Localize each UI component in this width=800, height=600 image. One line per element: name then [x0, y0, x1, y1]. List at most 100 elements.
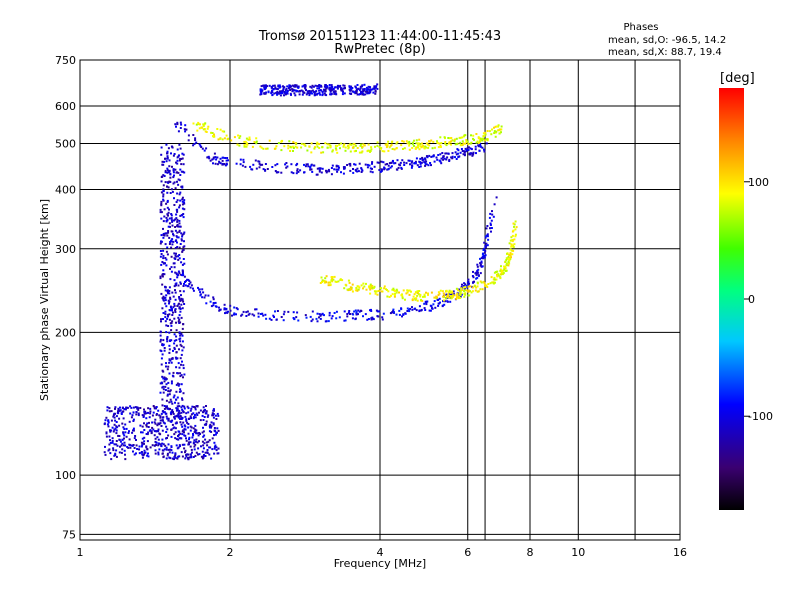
data-point: [178, 179, 181, 182]
data-point: [103, 451, 106, 454]
data-point: [162, 184, 165, 187]
data-point: [177, 171, 180, 174]
data-point: [175, 217, 178, 220]
data-point: [137, 414, 140, 417]
data-point: [444, 297, 447, 300]
data-point: [157, 453, 160, 456]
data-point: [373, 85, 376, 88]
data-point: [437, 294, 440, 297]
data-point: [114, 427, 117, 430]
data-point: [178, 246, 181, 249]
data-point: [481, 265, 484, 268]
data-point: [182, 392, 185, 395]
data-point: [505, 259, 508, 261]
data-point: [113, 454, 116, 457]
data-point: [150, 430, 153, 433]
data-point: [439, 136, 442, 139]
data-point: [181, 408, 184, 411]
data-point: [359, 309, 362, 312]
data-point: [181, 398, 184, 401]
data-point: [279, 90, 282, 93]
data-point: [193, 448, 196, 451]
data-point: [320, 276, 323, 279]
data-point: [114, 412, 116, 415]
data-point: [276, 163, 279, 166]
data-point: [366, 163, 369, 166]
data-point: [472, 151, 475, 154]
data-point: [486, 244, 489, 247]
data-point: [169, 267, 171, 270]
data-point: [187, 139, 190, 142]
data-point: [168, 208, 170, 211]
data-point: [309, 168, 312, 171]
data-point: [172, 182, 175, 185]
data-point: [350, 85, 353, 88]
data-point: [177, 284, 180, 287]
data-point: [141, 456, 144, 459]
data-point: [152, 405, 155, 407]
data-point: [474, 289, 477, 292]
data-point: [409, 163, 411, 166]
data-point: [212, 162, 214, 165]
data-point: [180, 238, 183, 241]
data-point: [294, 94, 297, 97]
data-point: [437, 291, 440, 294]
data-point: [206, 127, 209, 130]
data-point: [181, 360, 183, 363]
data-point: [180, 232, 183, 235]
data-point: [166, 191, 169, 194]
data-point: [460, 285, 463, 288]
data-point: [181, 340, 184, 343]
data-point: [391, 148, 394, 150]
data-point: [354, 144, 357, 147]
data-point: [239, 135, 242, 138]
data-point: [163, 273, 166, 276]
data-point: [166, 317, 169, 320]
data-point: [148, 421, 150, 424]
data-point: [159, 338, 162, 341]
data-point: [178, 143, 181, 146]
data-point: [252, 163, 255, 166]
data-point: [170, 219, 173, 222]
data-point: [171, 220, 174, 223]
data-point: [482, 280, 485, 283]
data-point: [286, 85, 289, 88]
data-point: [162, 421, 165, 424]
data-point: [421, 299, 424, 302]
data-point: [172, 349, 174, 352]
data-point: [235, 162, 238, 165]
data-point: [113, 423, 116, 426]
data-point: [201, 414, 204, 417]
data-point: [143, 410, 146, 413]
data-point: [171, 309, 173, 312]
data-point: [159, 382, 162, 385]
data-point: [432, 140, 435, 143]
data-point: [162, 220, 165, 223]
data-point: [165, 232, 168, 235]
data-point: [165, 431, 168, 433]
data-point: [184, 284, 187, 287]
data-point: [495, 130, 498, 133]
data-point: [168, 236, 171, 239]
data-point: [217, 429, 220, 432]
data-point: [146, 422, 149, 425]
data-point: [167, 365, 170, 368]
data-point: [204, 455, 207, 457]
data-point: [183, 434, 186, 437]
data-point: [479, 272, 482, 275]
data-point: [184, 425, 187, 428]
data-point: [486, 130, 489, 132]
data-point: [395, 291, 398, 294]
data-point: [177, 258, 180, 261]
data-point: [213, 445, 216, 448]
data-point: [145, 417, 148, 420]
data-point: [346, 288, 349, 291]
data-point: [491, 281, 494, 284]
data-point: [185, 412, 188, 415]
data-point: [344, 146, 347, 149]
data-point: [196, 129, 199, 132]
data-point: [166, 340, 169, 343]
data-point: [441, 152, 444, 154]
data-point: [369, 167, 372, 170]
